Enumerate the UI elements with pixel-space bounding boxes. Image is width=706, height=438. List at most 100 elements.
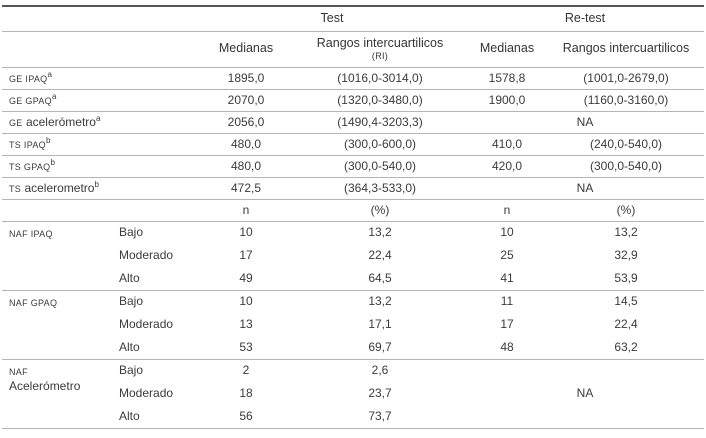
table-row: NAF Acelerómetro Bajo 2 2,6 NA xyxy=(2,359,704,400)
retest-medians-header: Medianas xyxy=(479,41,535,56)
row-label-text: acelerometro xyxy=(21,180,95,195)
table-row: NAF IPAQ Bajo 10 13,2 10 13,2 xyxy=(2,221,704,244)
na-cell: NA xyxy=(576,180,594,195)
na-cell: NA xyxy=(576,386,594,400)
level-label: Bajo xyxy=(119,225,144,240)
n-retest-cell: 25 xyxy=(500,248,514,262)
table-row: Alto 56 73,7 xyxy=(2,405,705,428)
row-label-smallcaps: TS GPAQ xyxy=(9,161,51,172)
iqr-retest-cell: (300,0-540,0) xyxy=(589,158,663,173)
median-retest-cell: 420,0 xyxy=(491,158,523,173)
row-label: TS IPAQb xyxy=(2,133,198,155)
iqr-test-cell: (1490,4-3203,3) xyxy=(337,114,423,129)
n-test-cell: 10 xyxy=(239,294,253,309)
table-row: NAF GPAQ Bajo 10 13,2 11 14,5 xyxy=(2,290,704,313)
level-label: Moderado xyxy=(119,386,174,400)
level-label: Alto xyxy=(119,339,140,354)
median-test-cell: 2056,0 xyxy=(227,114,265,129)
iqr-retest-cell: (1001,0-2679,0) xyxy=(583,70,669,85)
row-label: TS acelerometrob xyxy=(2,177,198,199)
row-label: GE acelerómetroa xyxy=(2,111,198,133)
empty-corner-cell xyxy=(2,31,198,67)
n-percent-subheader-row: n (%) n (%) xyxy=(2,199,705,221)
test-medians-header: Medianas xyxy=(218,41,274,56)
pct-test-header: (%) xyxy=(370,202,390,217)
group-label: NAF GPAQ xyxy=(2,290,110,359)
table-row: TS acelerometrob 472,5 (364,3-533,0) NA xyxy=(2,177,705,199)
group-label: NAF Acelerómetro xyxy=(2,359,110,428)
row-label-text: acelerómetro xyxy=(22,114,96,129)
table-row: TS GPAQb 480,0 (300,0-540,0) 420,0 (300,… xyxy=(2,155,705,177)
group-label-smallcaps: NAF IPAQ xyxy=(9,228,53,239)
column-header-row: Medianas Rangos intercuartilicos (RI) Med… xyxy=(2,31,705,67)
pct-retest-cell: 63,2 xyxy=(614,339,638,354)
row-label-superscript: a xyxy=(51,91,57,101)
row-label-smallcaps: GE GPAQ xyxy=(9,95,52,106)
test-header: Test xyxy=(320,10,344,25)
group-label-smallcaps: NAF xyxy=(9,366,28,377)
row-label-smallcaps: TS xyxy=(9,183,22,194)
table-row: GE acelerómetroa 2056,0 (1490,4-3203,3) … xyxy=(2,111,705,133)
pct-test-cell: 13,2 xyxy=(368,225,392,240)
table-row: Moderado 13 17,1 17 22,4 xyxy=(2,313,704,336)
row-label-superscript: a xyxy=(95,113,101,123)
iqr-test-cell: (1320,0-3480,0) xyxy=(337,92,423,107)
medians-section: GE IPAQa 1895,0 (1016,0-3014,0) 1578,8 (… xyxy=(2,67,705,221)
pct-test-cell: 69,7 xyxy=(368,339,392,354)
pct-retest-header: (%) xyxy=(616,202,636,217)
pct-retest-cell: 32,9 xyxy=(614,248,638,262)
table-row: GE GPAQa 2070,0 (1320,0-3480,0) 1900,0 (… xyxy=(2,89,705,111)
n-retest-cell: 17 xyxy=(500,317,514,331)
n-retest-cell: 11 xyxy=(500,294,514,309)
retest-iqr-header: Rangos intercuartilicos xyxy=(562,41,690,56)
group-label-smallcaps: NAF GPAQ xyxy=(9,297,58,308)
table-row: Moderado 18 23,7 xyxy=(2,382,704,405)
n-test-cell: 13 xyxy=(239,317,253,331)
group-label-text: Acelerómetro xyxy=(9,378,81,393)
row-label: GE IPAQa xyxy=(2,67,198,89)
spanner-header-row: Test Re-test xyxy=(2,6,705,31)
median-retest-cell: 410,0 xyxy=(491,136,523,151)
n-retest-cell: 48 xyxy=(500,339,514,354)
level-label: Moderado xyxy=(119,317,174,331)
pct-retest-cell: 13,2 xyxy=(614,225,638,240)
naf-section: NAF IPAQ Bajo 10 13,2 10 13,2 Moderado 1… xyxy=(2,221,705,428)
level-label: Bajo xyxy=(119,294,144,309)
row-label-smallcaps: GE IPAQ xyxy=(9,73,48,84)
iqr-test-cell: (1016,0-3014,0) xyxy=(337,70,423,85)
pct-test-cell: 13,2 xyxy=(368,294,392,309)
row-label-smallcaps: GE xyxy=(9,117,23,128)
pct-test-cell: 22,4 xyxy=(368,248,392,262)
pct-retest-cell: 14,5 xyxy=(614,294,638,309)
test-iqr-header-line1: Rangos intercuartilicos xyxy=(316,35,444,50)
page: Test Re-test Medianas Rangos intercuarti… xyxy=(2,5,705,429)
test-iqr-header-abbrev: (RI) xyxy=(371,51,389,62)
pct-retest-cell: 22,4 xyxy=(614,317,638,331)
level-label: Alto xyxy=(119,270,140,285)
n-test-cell: 10 xyxy=(239,225,253,240)
row-label-superscript: b xyxy=(50,157,55,167)
row-label-superscript: b xyxy=(45,135,51,145)
level-label: Alto xyxy=(119,408,140,423)
median-test-cell: 480,0 xyxy=(230,136,262,151)
table-row: TS IPAQb 480,0 (300,0-600,0) 410,0 (240,… xyxy=(2,133,705,155)
results-table: Test Re-test Medianas Rangos intercuarti… xyxy=(2,5,705,429)
table-row: Moderado 17 22,4 25 32,9 xyxy=(2,244,704,267)
row-label-smallcaps: TS IPAQ xyxy=(9,139,46,150)
iqr-test-cell: (364,3-533,0) xyxy=(343,180,417,195)
pct-test-cell: 17,1 xyxy=(368,317,392,331)
n-retest-cell: 10 xyxy=(500,225,514,240)
pct-test-cell: 73,7 xyxy=(368,408,392,423)
row-label: GE GPAQa xyxy=(2,89,198,111)
n-test-cell: 56 xyxy=(239,408,253,423)
row-label-superscript: a xyxy=(47,69,52,79)
median-test-cell: 480,0 xyxy=(230,158,262,173)
median-test-cell: 1895,0 xyxy=(227,70,265,85)
empty-cell xyxy=(2,199,198,221)
group-label: NAF IPAQ xyxy=(2,221,110,290)
na-cell: NA xyxy=(576,114,594,129)
test-iqr-header: Rangos intercuartilicos (RI) xyxy=(294,31,466,67)
median-retest-cell: 1578,8 xyxy=(488,70,526,85)
empty-corner-cell xyxy=(2,6,198,31)
pct-test-cell: 64,5 xyxy=(368,270,392,285)
